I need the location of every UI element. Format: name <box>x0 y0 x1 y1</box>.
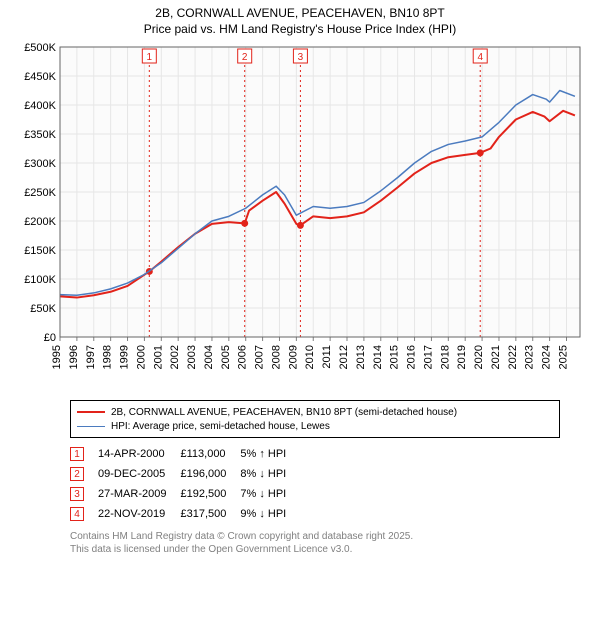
legend-label: 2B, CORNWALL AVENUE, PEACEHAVEN, BN10 8P… <box>111 407 457 418</box>
svg-text:2005: 2005 <box>220 345 232 369</box>
event-row: 1 14-APR-2000£113,0005% ↑ HPI <box>70 444 300 464</box>
svg-text:2002: 2002 <box>169 345 181 369</box>
svg-text:2014: 2014 <box>372 345 384 369</box>
legend-swatch <box>77 426 105 427</box>
svg-text:£400K: £400K <box>24 100 56 112</box>
svg-text:2012: 2012 <box>338 345 350 369</box>
legend-item: 2B, CORNWALL AVENUE, PEACEHAVEN, BN10 8P… <box>77 405 553 419</box>
svg-text:1995: 1995 <box>51 345 63 369</box>
svg-text:1996: 1996 <box>68 345 80 369</box>
footer: Contains HM Land Registry data © Crown c… <box>70 530 560 556</box>
event-row: 3 27-MAR-2009£192,5007% ↓ HPI <box>70 484 300 504</box>
event-price: £317,500 <box>180 504 240 524</box>
svg-text:2007: 2007 <box>254 345 266 369</box>
svg-text:2015: 2015 <box>389 345 401 369</box>
event-delta: 8% ↓ HPI <box>240 464 300 484</box>
legend-item: HPI: Average price, semi-detached house,… <box>77 419 553 433</box>
svg-text:2019: 2019 <box>456 345 468 369</box>
svg-text:£300K: £300K <box>24 158 56 170</box>
chart-svg: £0 £50K £100K £150K £200K £250K £300K £350K £400… <box>10 42 590 392</box>
svg-text:£450K: £450K <box>24 71 56 83</box>
svg-text:4: 4 <box>477 52 483 63</box>
legend: 2B, CORNWALL AVENUE, PEACEHAVEN, BN10 8P… <box>70 400 560 438</box>
svg-text:2010: 2010 <box>304 345 316 369</box>
event-date: 22-NOV-2019 <box>98 504 180 524</box>
svg-text:£350K: £350K <box>24 129 56 141</box>
title-line-2: Price paid vs. HM Land Registry's House … <box>10 22 590 36</box>
legend-label: HPI: Average price, semi-detached house,… <box>111 421 330 432</box>
svg-text:£500K: £500K <box>24 42 56 54</box>
event-marker: 3 <box>70 487 84 501</box>
event-marker: 4 <box>70 507 84 521</box>
footer-line-1: Contains HM Land Registry data © Crown c… <box>70 530 560 543</box>
event-price: £192,500 <box>180 484 240 504</box>
svg-text:2011: 2011 <box>321 345 333 369</box>
svg-text:1997: 1997 <box>85 345 97 369</box>
event-price: £113,000 <box>180 444 240 464</box>
chart: £0 £50K £100K £150K £200K £250K £300K £350K £400… <box>10 42 590 392</box>
event-row: 4 22-NOV-2019£317,5009% ↓ HPI <box>70 504 300 524</box>
svg-text:1999: 1999 <box>119 345 131 369</box>
event-delta: 5% ↑ HPI <box>240 444 300 464</box>
title-block: 2B, CORNWALL AVENUE, PEACEHAVEN, BN10 8P… <box>10 6 590 36</box>
chart-container: 2B, CORNWALL AVENUE, PEACEHAVEN, BN10 8P… <box>0 0 600 556</box>
svg-text:2018: 2018 <box>439 345 451 369</box>
svg-text:£250K: £250K <box>24 187 56 199</box>
svg-text:2020: 2020 <box>473 345 485 369</box>
event-date: 09-DEC-2005 <box>98 464 180 484</box>
svg-text:2023: 2023 <box>524 345 536 369</box>
svg-text:2: 2 <box>242 52 248 63</box>
svg-text:£50K: £50K <box>30 303 56 315</box>
title-line-1: 2B, CORNWALL AVENUE, PEACEHAVEN, BN10 8P… <box>10 6 590 20</box>
event-delta: 9% ↓ HPI <box>240 504 300 524</box>
event-marker: 1 <box>70 447 84 461</box>
svg-text:2000: 2000 <box>135 345 147 369</box>
event-row: 2 09-DEC-2005£196,0008% ↓ HPI <box>70 464 300 484</box>
svg-text:2008: 2008 <box>270 345 282 369</box>
svg-text:2004: 2004 <box>203 345 215 369</box>
svg-text:2022: 2022 <box>507 345 519 369</box>
legend-swatch <box>77 411 105 413</box>
svg-text:2003: 2003 <box>186 345 198 369</box>
event-delta: 7% ↓ HPI <box>240 484 300 504</box>
svg-text:£0: £0 <box>44 332 56 344</box>
footer-line-2: This data is licensed under the Open Gov… <box>70 543 560 556</box>
svg-text:2016: 2016 <box>406 345 418 369</box>
svg-text:2024: 2024 <box>541 345 553 369</box>
svg-text:£200K: £200K <box>24 216 56 228</box>
svg-text:1998: 1998 <box>102 345 114 369</box>
svg-text:3: 3 <box>298 52 304 63</box>
svg-text:2013: 2013 <box>355 345 367 369</box>
event-date: 27-MAR-2009 <box>98 484 180 504</box>
event-price: £196,000 <box>180 464 240 484</box>
svg-text:£100K: £100K <box>24 274 56 286</box>
svg-text:2001: 2001 <box>152 345 164 369</box>
svg-text:2021: 2021 <box>490 345 502 369</box>
svg-text:£150K: £150K <box>24 245 56 257</box>
event-date: 14-APR-2000 <box>98 444 180 464</box>
event-marker: 2 <box>70 467 84 481</box>
svg-text:2009: 2009 <box>287 345 299 369</box>
svg-text:2025: 2025 <box>557 345 569 369</box>
events-table: 1 14-APR-2000£113,0005% ↑ HPI 2 09-DEC-2005… <box>70 444 300 524</box>
svg-text:1: 1 <box>147 52 153 63</box>
svg-text:2017: 2017 <box>422 345 434 369</box>
svg-text:2006: 2006 <box>237 345 249 369</box>
